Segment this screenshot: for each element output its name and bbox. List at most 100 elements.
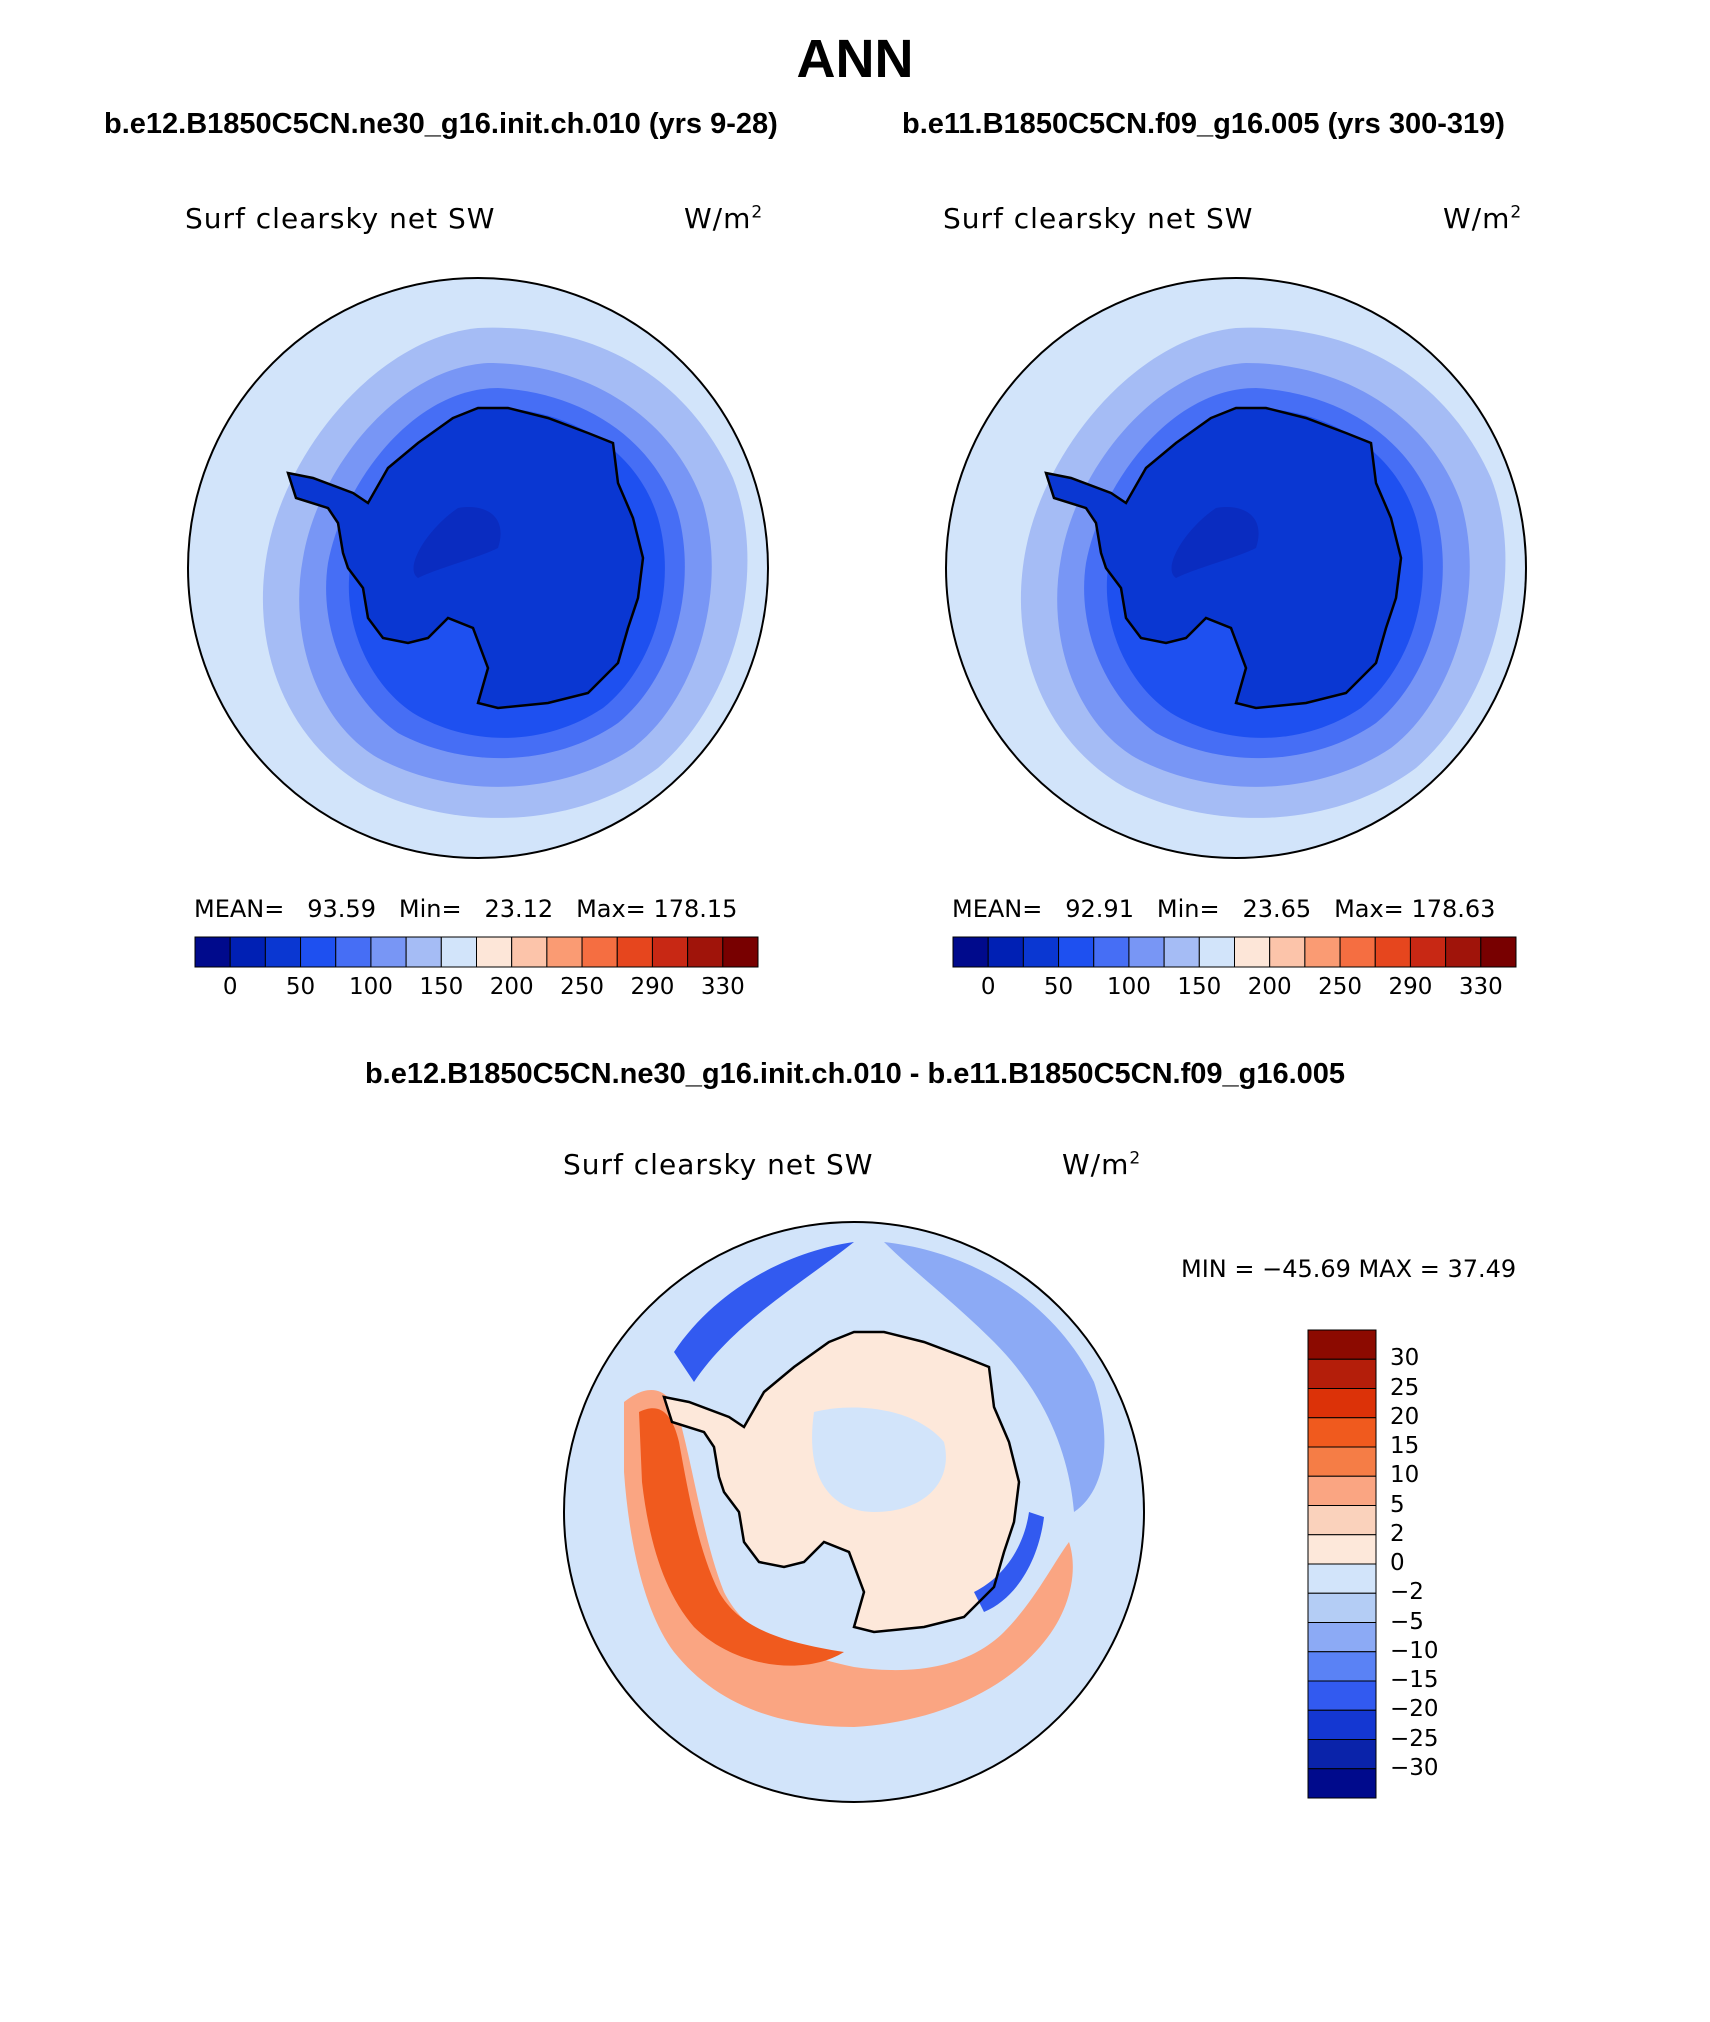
colorbar-swatch (1307, 1388, 1377, 1419)
colorbar-swatch (1307, 1417, 1377, 1448)
panel-b-colorbar-labels: 0 50 100 150 200 250 290 330 (953, 974, 1516, 1004)
diff-minmax: MIN = −45.69 MAX = 37.49 (1181, 1255, 1517, 1283)
panel-a-stats: MEAN= 93.59 Min= 23.12 Max= 178.15 (194, 895, 737, 923)
panel-b-units-exp: 2 (1510, 202, 1523, 223)
panel-a-max-value: 178.15 (653, 895, 738, 923)
colorbar-swatch (952, 936, 989, 968)
colorbar-swatch (440, 936, 477, 968)
colorbar-swatch (987, 936, 1024, 968)
colorbar-swatch (511, 936, 548, 968)
colorbar-swatch (1307, 1709, 1377, 1740)
colorbar-tick-label: 10 (1390, 1462, 1420, 1489)
panel-b-colorbar (952, 936, 1517, 968)
colorbar-swatch (1307, 1505, 1377, 1536)
panel-a-variable-label: Surf clearsky net SW (185, 202, 496, 235)
panel-a-units-exp: 2 (751, 202, 764, 223)
negative-anomaly-northwest (674, 1242, 854, 1382)
colorbar-swatch (264, 936, 302, 968)
colorbar-tick-label: 5 (1390, 1491, 1405, 1518)
ross-ice-shelf-region (413, 507, 501, 578)
colorbar-tick-label: 290 (1388, 974, 1433, 1000)
main-title: ANN (796, 29, 914, 89)
colorbar-swatch (229, 936, 266, 968)
colorbar-tick-label: 250 (560, 974, 605, 1000)
colorbar-tick-label: −30 (1390, 1754, 1439, 1781)
panel-a-min-label: Min= (398, 895, 462, 923)
colorbar-swatch (1307, 1739, 1377, 1770)
colorbar-swatch (1304, 936, 1341, 968)
diff-polar-map (563, 1221, 1145, 1803)
colorbar-swatch (1307, 1563, 1377, 1594)
colorbar-swatch (1409, 936, 1447, 968)
colorbar-tick-label: 0 (222, 974, 238, 1000)
colorbar-swatch (476, 936, 513, 968)
panel-b-min-value: 23.65 (1242, 895, 1312, 923)
colorbar-tick-label: 330 (700, 974, 745, 1000)
colorbar-swatch (1339, 936, 1376, 968)
colorbar-swatch (1307, 1651, 1377, 1682)
colorbar-swatch (1374, 936, 1411, 968)
colorbar-swatch (1445, 936, 1482, 968)
panel-b-coastline (1044, 406, 1403, 710)
colorbar-tick-label: 250 (1318, 974, 1363, 1000)
colorbar-swatch (370, 936, 407, 968)
panel-a-case-title: b.e12.B1850C5CN.ne30_g16.init.ch.010 (yr… (104, 108, 778, 140)
ross-ice-shelf-region (1171, 507, 1259, 578)
diff-units: W/m2 (1062, 1148, 1141, 1181)
panel-b-stats: MEAN= 92.91 Min= 23.65 Max= 178.63 (952, 895, 1495, 923)
colorbar-tick-label: 100 (1106, 974, 1151, 1000)
negative-anomaly-northeast (884, 1242, 1105, 1512)
panel-b-mean-label: MEAN= (952, 895, 1043, 923)
colorbar-swatch (722, 936, 759, 968)
colorbar-tick-label: −20 (1390, 1696, 1439, 1723)
colorbar-tick-label: 0 (1390, 1550, 1405, 1576)
colorbar-tick-label: 150 (419, 974, 464, 1000)
colorbar-swatch (1093, 936, 1130, 968)
panel-a-max-label: Max= (576, 895, 646, 923)
panel-b-polar-map (945, 277, 1527, 859)
colorbar-swatch (581, 936, 618, 968)
diff-units-exp: 2 (1129, 1148, 1142, 1169)
colorbar-tick-label: 200 (489, 974, 534, 1000)
colorbar-tick-label: 25 (1390, 1374, 1420, 1401)
panel-b-case-title: b.e11.B1850C5CN.f09_g16.005 (yrs 300-319… (902, 108, 1505, 140)
colorbar-swatch (335, 936, 372, 968)
negative-anomaly-east-coast (974, 1512, 1044, 1612)
panel-a-map-border (187, 277, 769, 859)
panel-b-min-label: Min= (1156, 895, 1220, 923)
colorbar-tick-label: 290 (630, 974, 675, 1000)
diff-map-border (563, 1221, 1145, 1803)
continent-interior-neutral (812, 1407, 946, 1512)
colorbar-swatch (687, 936, 724, 968)
colorbar-swatch (616, 936, 653, 968)
colorbar-swatch (405, 936, 442, 968)
panel-b-units: W/m2 (1443, 202, 1522, 235)
diff-variable-label: Surf clearsky net SW (563, 1148, 874, 1181)
colorbar-swatch (1163, 936, 1200, 968)
colorbar-tick-label: 50 (285, 974, 316, 1000)
colorbar-swatch (1307, 1592, 1377, 1623)
colorbar-swatch (1307, 1329, 1377, 1360)
colorbar-tick-label: −10 (1390, 1637, 1439, 1664)
colorbar-swatch (546, 936, 583, 968)
colorbar-swatch (1198, 936, 1235, 968)
colorbar-tick-label: −25 (1390, 1725, 1439, 1752)
panel-b-mean-value: 92.91 (1065, 895, 1134, 923)
panel-a-min-value: 23.12 (484, 895, 554, 923)
panel-a-colorbar (194, 936, 759, 968)
diff-colorbar (1307, 1329, 1377, 1799)
panel-b-units-base: W/m (1443, 202, 1511, 235)
colorbar-tick-label: 20 (1390, 1403, 1420, 1430)
colorbar-swatch (1480, 936, 1517, 968)
colorbar-swatch (1022, 936, 1060, 968)
colorbar-tick-label: 50 (1043, 974, 1074, 1000)
diff-colorbar-labels: 30 25 20 15 10 5 2 0 −2 −5 −10 −15 −20 −25 −30 (1390, 1330, 1470, 1798)
colorbar-tick-label: 15 (1390, 1433, 1420, 1459)
colorbar-swatch (1058, 936, 1095, 968)
colorbar-tick-label: 0 (980, 974, 996, 1000)
panel-b-max-label: Max= (1334, 895, 1404, 923)
panel-b-variable-label: Surf clearsky net SW (943, 202, 1254, 235)
colorbar-tick-label: 150 (1177, 974, 1222, 1000)
colorbar-swatch (1269, 936, 1306, 968)
panel-a-polar-map (187, 277, 769, 859)
